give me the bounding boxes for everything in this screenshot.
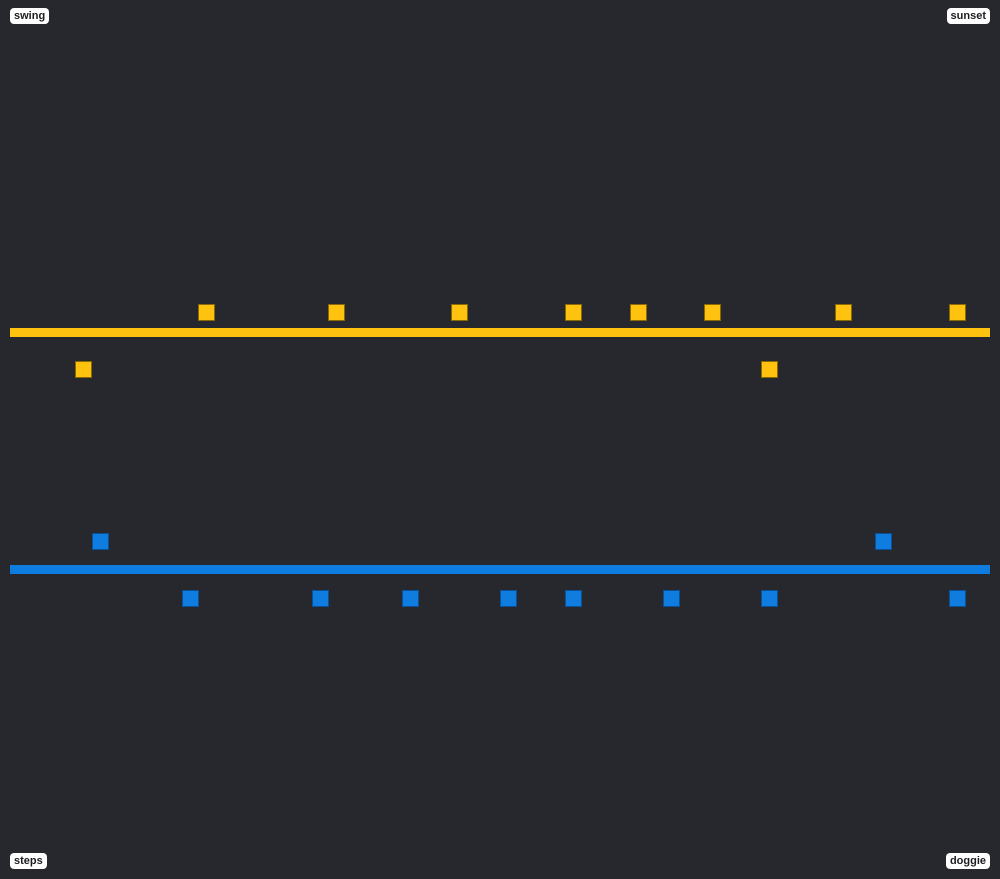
blue-marker[interactable]	[663, 590, 680, 607]
yellow-track	[10, 328, 990, 337]
blue-marker[interactable]	[875, 533, 892, 550]
blue-track	[10, 565, 990, 574]
label-sunset[interactable]: sunset	[946, 8, 990, 24]
label-steps[interactable]: steps	[10, 853, 47, 869]
yellow-marker[interactable]	[761, 361, 778, 378]
blue-marker[interactable]	[500, 590, 517, 607]
blue-marker[interactable]	[565, 590, 582, 607]
blue-marker[interactable]	[182, 590, 199, 607]
yellow-marker[interactable]	[451, 304, 468, 321]
blue-marker[interactable]	[92, 533, 109, 550]
yellow-marker[interactable]	[198, 304, 215, 321]
yellow-marker[interactable]	[565, 304, 582, 321]
yellow-marker[interactable]	[949, 304, 966, 321]
blue-marker[interactable]	[402, 590, 419, 607]
yellow-marker[interactable]	[328, 304, 345, 321]
label-doggie[interactable]: doggie	[945, 853, 990, 869]
yellow-marker[interactable]	[630, 304, 647, 321]
yellow-marker[interactable]	[704, 304, 721, 321]
blue-marker[interactable]	[949, 590, 966, 607]
blue-marker[interactable]	[761, 590, 778, 607]
yellow-marker[interactable]	[835, 304, 852, 321]
blue-marker[interactable]	[312, 590, 329, 607]
label-swing[interactable]: swing	[10, 8, 50, 24]
yellow-marker[interactable]	[75, 361, 92, 378]
